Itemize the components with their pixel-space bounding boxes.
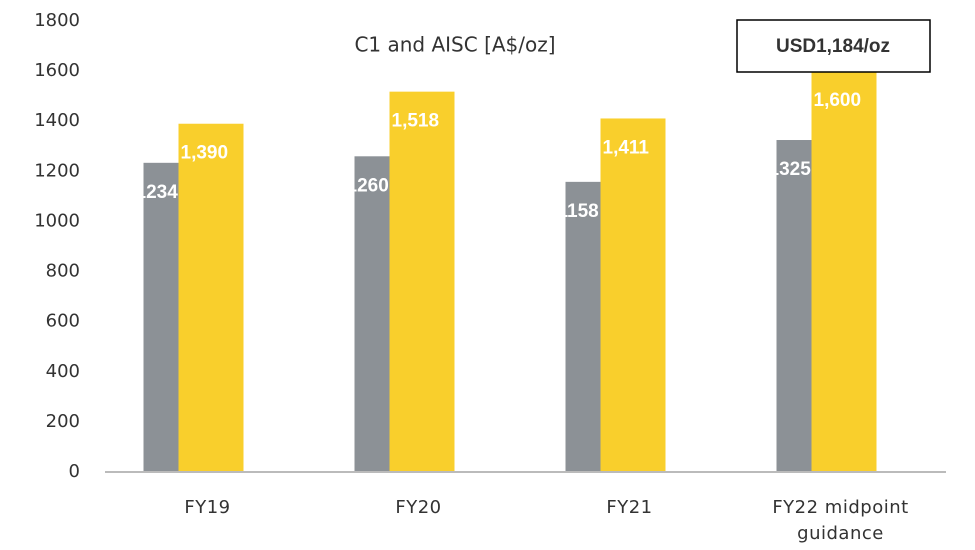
bar <box>811 71 877 472</box>
data-label: 1325 <box>769 159 812 180</box>
y-tick-label: 400 <box>46 361 80 382</box>
y-tick-label: 0 <box>69 461 80 482</box>
data-label: 1,411 <box>603 137 650 158</box>
x-tick-label: FY21 <box>606 497 653 518</box>
bar <box>600 118 666 472</box>
y-tick-label: 1200 <box>34 160 80 181</box>
y-tick-label: 1600 <box>34 60 80 81</box>
data-label: 1,600 <box>814 90 862 111</box>
data-label: 1,390 <box>181 143 229 164</box>
data-label: 1158 <box>558 201 599 222</box>
y-tick-label: 600 <box>46 311 80 332</box>
data-label: 1,518 <box>392 111 440 132</box>
data-label: 1234 <box>136 182 179 203</box>
annotation-box <box>736 19 931 73</box>
annotation: USD1,184/oz <box>776 36 890 57</box>
chart-title: C1 and AISC [A$/oz] <box>354 33 555 57</box>
y-tick-label: 1800 <box>34 10 80 31</box>
data-label: 1260 <box>347 175 389 196</box>
y-tick-label: 200 <box>46 411 80 432</box>
x-tick-label: FY22 midpoint guidance <box>772 497 909 544</box>
y-tick-label: 800 <box>46 261 80 282</box>
y-tick-label: 1400 <box>34 110 80 131</box>
x-tick-label: FY20 <box>395 497 442 518</box>
bar <box>178 123 244 472</box>
x-tick-label: FY19 <box>184 497 231 518</box>
bar <box>389 91 455 472</box>
y-tick-label: 1000 <box>34 210 80 231</box>
